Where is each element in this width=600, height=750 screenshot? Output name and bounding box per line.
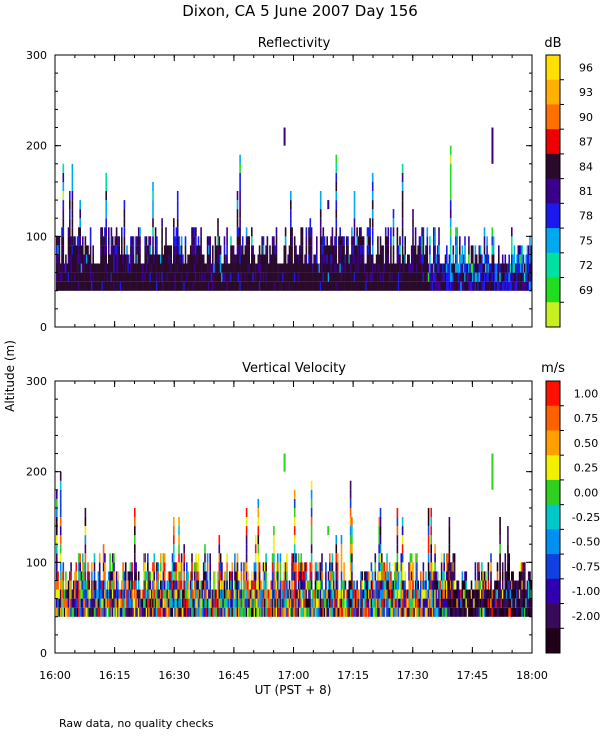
velocity-colorbar-label: -1.00 <box>572 585 600 598</box>
velocity-colorbar-unit: m/s <box>541 361 565 376</box>
velocity-x-tick-label: 18:00 <box>516 669 548 682</box>
velocity-colorbar-frame <box>545 380 561 654</box>
reflectivity-y-tick-label: 200 <box>26 140 47 153</box>
velocity-colorbar-swatch <box>546 554 560 580</box>
reflectivity-colorbar-swatch <box>546 55 560 81</box>
reflectivity-colorbar-label: 78 <box>579 210 593 223</box>
velocity-colorbar-swatch <box>546 504 560 530</box>
velocity-colorbar-label: 0.25 <box>574 462 599 475</box>
reflectivity-title: Reflectivity <box>258 36 331 51</box>
reflectivity-colorbar-swatch <box>546 228 560 254</box>
velocity-colorbar-swatch <box>546 405 560 431</box>
velocity-colorbar-swatch <box>546 430 560 456</box>
velocity-colorbar-label: 1.00 <box>574 387 599 400</box>
reflectivity-colorbar-swatch <box>546 203 560 229</box>
velocity-colorbar-swatch <box>546 578 560 604</box>
reflectivity-colorbar-label: 90 <box>579 111 593 124</box>
reflectivity-colorbar-swatch <box>546 252 560 278</box>
velocity-x-tick-label: 16:15 <box>99 669 131 682</box>
reflectivity-colorbar-label: 96 <box>579 61 593 74</box>
velocity-colorbar-label: 0.75 <box>574 412 599 425</box>
velocity-panel: Vertical Velocity 0 100 200 300 16:00 16:15 16… <box>26 361 600 682</box>
reflectivity-colorbar-swatch <box>546 79 560 105</box>
velocity-colorbar-swatch <box>546 479 560 506</box>
velocity-colorbar-label: 0.50 <box>574 437 599 450</box>
velocity-y-tick-label: 300 <box>26 375 47 388</box>
velocity-x-tick-label: 17:30 <box>397 669 429 682</box>
reflectivity-colorbar-label: 69 <box>579 284 593 297</box>
reflectivity-colorbar-swatch <box>546 178 560 204</box>
reflectivity-colorbar-swatch <box>546 104 560 130</box>
velocity-colorbar-swatch <box>546 455 560 481</box>
footnote: Raw data, no quality checks <box>59 717 214 730</box>
reflectivity-colorbar: 96 93 90 87 84 81 78 75 72 69 <box>545 54 593 328</box>
reflectivity-colorbar-swatch <box>546 129 560 155</box>
velocity-y-tick-label: 0 <box>40 647 47 660</box>
velocity-x-tick-label: 16:30 <box>158 669 190 682</box>
velocity-colorbar-label: -0.50 <box>572 536 600 549</box>
reflectivity-y-tick-label: 300 <box>26 49 47 62</box>
reflectivity-y-tick-label: 0 <box>40 321 47 334</box>
velocity-colorbar-label: -0.25 <box>572 511 600 524</box>
velocity-colorbar-label: 0.00 <box>574 486 599 499</box>
velocity-x-tick-label: 17:00 <box>278 669 310 682</box>
reflectivity-colorbar-swatch <box>546 277 560 303</box>
reflectivity-colorbar-label: 87 <box>579 136 593 149</box>
reflectivity-plot-area <box>56 127 533 291</box>
velocity-ticks: 0 100 200 300 16:00 16:15 16:30 16:45 17:00 17:15… <box>26 375 548 682</box>
velocity-colorbar-label: -0.75 <box>572 560 600 573</box>
velocity-title: Vertical Velocity <box>242 361 346 376</box>
velocity-colorbar: 1.00 0.75 0.50 0.25 0.00 -0.25 -0.50 -0.75 -1.00… <box>545 380 600 654</box>
reflectivity-colorbar-label: 81 <box>579 185 593 198</box>
velocity-y-tick-label: 100 <box>26 556 47 569</box>
velocity-colorbar-swatch <box>546 381 560 407</box>
velocity-colorbar-swatch <box>546 628 560 654</box>
reflectivity-colorbar-label: 72 <box>579 259 593 272</box>
reflectivity-colorbar-frame <box>545 54 561 328</box>
velocity-colorbar-swatch <box>546 529 560 555</box>
velocity-x-tick-label: 16:45 <box>218 669 250 682</box>
y-axis-label: Altitude (m) <box>3 340 17 412</box>
reflectivity-panel: Reflectivity 0 100 200 300 dB 96 93 90 87 84 81 7… <box>26 36 593 334</box>
figure-title: Dixon, CA 5 June 2007 Day 156 <box>182 2 418 20</box>
reflectivity-colorbar-label: 75 <box>579 234 593 247</box>
velocity-colorbar-swatch <box>546 603 560 629</box>
reflectivity-colorbar-swatch <box>546 153 560 180</box>
reflectivity-ticks: 0 100 200 300 <box>26 49 533 334</box>
velocity-x-tick-label: 16:00 <box>39 669 71 682</box>
reflectivity-colorbar-swatch <box>546 302 560 328</box>
velocity-x-tick-label: 17:15 <box>337 669 369 682</box>
reflectivity-colorbar-label: 84 <box>579 160 593 173</box>
velocity-plot-area <box>56 453 533 617</box>
velocity-x-tick-label: 17:45 <box>457 669 489 682</box>
reflectivity-colorbar-label: 93 <box>579 86 593 99</box>
reflectivity-colorbar-unit: dB <box>544 36 561 51</box>
velocity-colorbar-label: -2.00 <box>572 610 600 623</box>
x-axis-label: UT (PST + 8) <box>255 683 332 697</box>
reflectivity-y-tick-label: 100 <box>26 230 47 243</box>
velocity-y-tick-label: 200 <box>26 466 47 479</box>
